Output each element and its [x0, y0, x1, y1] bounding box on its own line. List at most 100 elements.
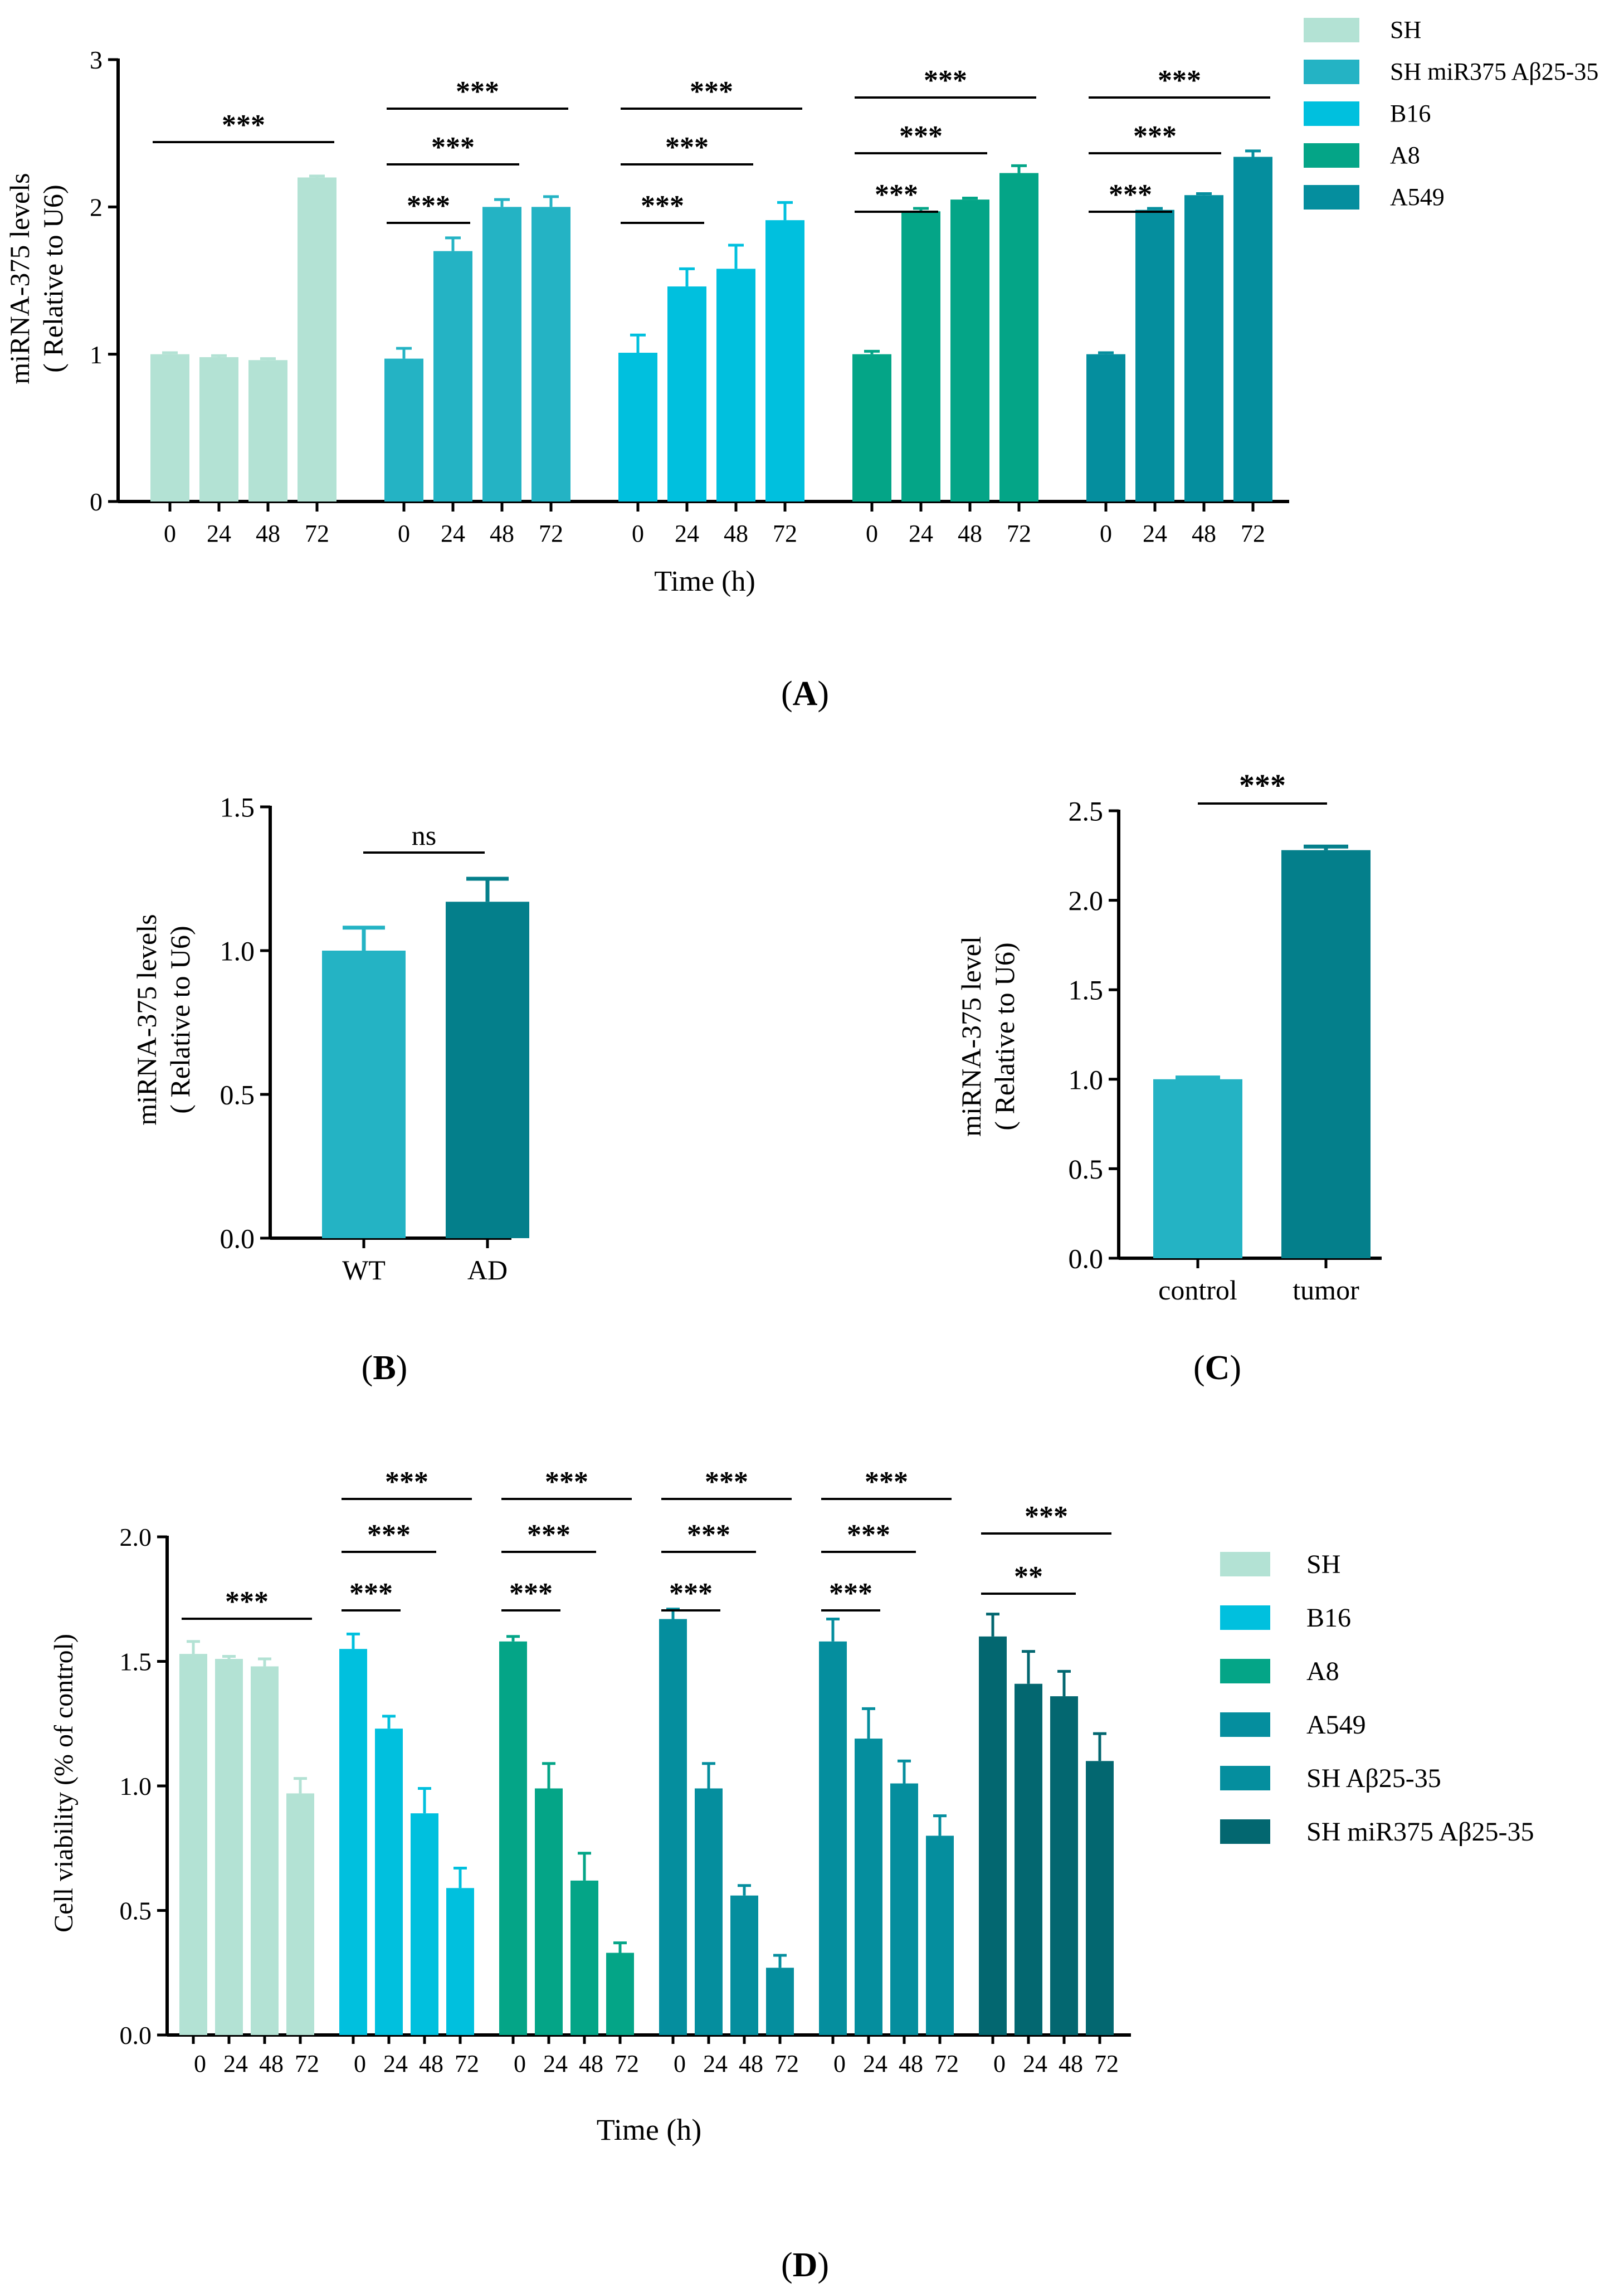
bar: [433, 251, 472, 502]
bar: [852, 354, 891, 502]
x-tick-label: 72: [305, 520, 329, 547]
y-tick-label: 3: [90, 46, 103, 74]
bar: [251, 1666, 279, 2035]
bar: [375, 1729, 403, 2035]
significance-label: ***: [545, 1466, 588, 1498]
legend-label: SH Aβ25-35: [1306, 1764, 1441, 1793]
legend-swatch: [1220, 1605, 1270, 1630]
y-tick-label: 1.5: [1069, 975, 1104, 1006]
legend-swatch: [1304, 18, 1359, 42]
significance-label: ***: [1025, 1501, 1068, 1532]
significance-label: ***: [1133, 120, 1177, 152]
x-tick-label: 24: [543, 2050, 568, 2077]
y-tick-label: 0.0: [220, 1223, 255, 1254]
x-tick-label: 48: [739, 2050, 763, 2077]
bar: [819, 1641, 847, 2035]
x-tick-label: 0: [833, 2050, 846, 2077]
significance-label: ***: [509, 1578, 553, 1609]
significance-label: ***: [222, 109, 265, 141]
y-tick-label: 1.5: [220, 792, 255, 823]
legend-swatch: [1304, 60, 1359, 84]
x-tick-label: 48: [899, 2050, 923, 2077]
bar: [695, 1788, 723, 2035]
y-tick-label: 2.0: [120, 1523, 152, 1551]
y-axis-label: Cell viability (% of control): [49, 1634, 79, 1932]
x-tick-label: 48: [579, 2050, 603, 2077]
bar: [979, 1636, 1007, 2035]
bar: [179, 1654, 207, 2035]
x-tick-label: 0: [398, 520, 410, 547]
legend-swatch: [1220, 1712, 1270, 1737]
bar: [570, 1880, 598, 2035]
bar: [1184, 195, 1223, 502]
significance-label: ***: [687, 1519, 730, 1551]
bar: [926, 1836, 954, 2035]
y-tick-label: 0.0: [120, 2021, 152, 2049]
significance-label: ***: [865, 1466, 908, 1498]
x-tick-label: 72: [934, 2050, 959, 2077]
bar: [215, 1659, 243, 2035]
y-tick-label: 2: [90, 193, 103, 221]
x-tick-label: 0: [164, 520, 176, 547]
bar: [384, 358, 423, 502]
x-tick-label: 72: [774, 2050, 799, 2077]
significance-label: ***: [1158, 65, 1201, 96]
y-tick-label: 1.0: [220, 936, 255, 967]
legend-label: SH miR375 Aβ25-35: [1306, 1817, 1534, 1847]
y-tick-label: 0.0: [1069, 1243, 1104, 1274]
y-tick-label: 0.5: [220, 1079, 255, 1111]
x-tick-label: 48: [419, 2050, 443, 2077]
panel-label-a: (A): [781, 675, 829, 713]
x-tick-label: 24: [383, 2050, 408, 2077]
x-tick-label: 0: [1100, 520, 1112, 547]
bar: [339, 1649, 367, 2035]
significance-label: ***: [690, 76, 733, 108]
significance-label: ***: [527, 1519, 570, 1551]
bar: [411, 1813, 438, 2035]
panel-b-chart: 0.0 0.5 1.0 1.5 WT AD ns miRNA-375 levels( Rela…: [131, 792, 529, 1286]
x-tick-label: 48: [259, 2050, 284, 2077]
y-tick-label: 1.5: [120, 1648, 152, 1676]
legend-label: B16: [1390, 100, 1431, 127]
legend-label: SH: [1390, 16, 1421, 43]
bar: [286, 1793, 314, 2035]
significance-label: **: [1014, 1561, 1043, 1593]
y-tick-label: 0.5: [1069, 1153, 1104, 1185]
x-tick-label: 72: [1094, 2050, 1119, 2077]
y-tick-label: 2.5: [1069, 796, 1104, 827]
legend-label: SH miR375 Aβ25-35: [1390, 58, 1598, 85]
bar: [730, 1895, 758, 2035]
x-tick-label: 48: [490, 520, 514, 547]
significance-label: ***: [385, 1466, 428, 1498]
x-tick-label: 0: [674, 2050, 686, 2077]
bar: [1281, 850, 1371, 1258]
significance-label: ***: [1239, 768, 1286, 803]
legend-swatch: [1304, 185, 1359, 210]
legend-label: A8: [1306, 1657, 1339, 1686]
panel-a-chart: 0 1 2 3 0 24 48 72 0 24 48 72 0 24 48 72 0 24 48 72 0 24 48 72 *…: [4, 16, 1598, 597]
bar: [531, 207, 570, 502]
bar: [1015, 1683, 1042, 2035]
bar: [901, 211, 940, 502]
x-tick-label: 0: [866, 520, 878, 547]
x-tick-label: 24: [441, 520, 465, 547]
x-tick-label: tumor: [1293, 1274, 1359, 1306]
x-tick-label: 24: [1143, 520, 1167, 547]
legend-swatch: [1304, 143, 1359, 168]
significance-label: ***: [641, 190, 684, 222]
significance-label: ***: [367, 1519, 411, 1551]
x-tick-label: 48: [958, 520, 982, 547]
legend-label: A8: [1390, 142, 1420, 169]
x-tick-label: 0: [514, 2050, 526, 2077]
x-tick-label: AD: [467, 1254, 508, 1286]
significance-label: ***: [349, 1578, 393, 1609]
significance-label: ***: [669, 1578, 713, 1609]
significance-label: ***: [1109, 179, 1152, 211]
bar: [298, 177, 336, 502]
panel-label-b: (B): [362, 1349, 408, 1387]
significance-label: ns: [412, 820, 436, 851]
significance-label: ***: [829, 1578, 872, 1609]
x-axis-label: Time (h): [654, 566, 755, 597]
x-tick-label: 24: [223, 2050, 248, 2077]
